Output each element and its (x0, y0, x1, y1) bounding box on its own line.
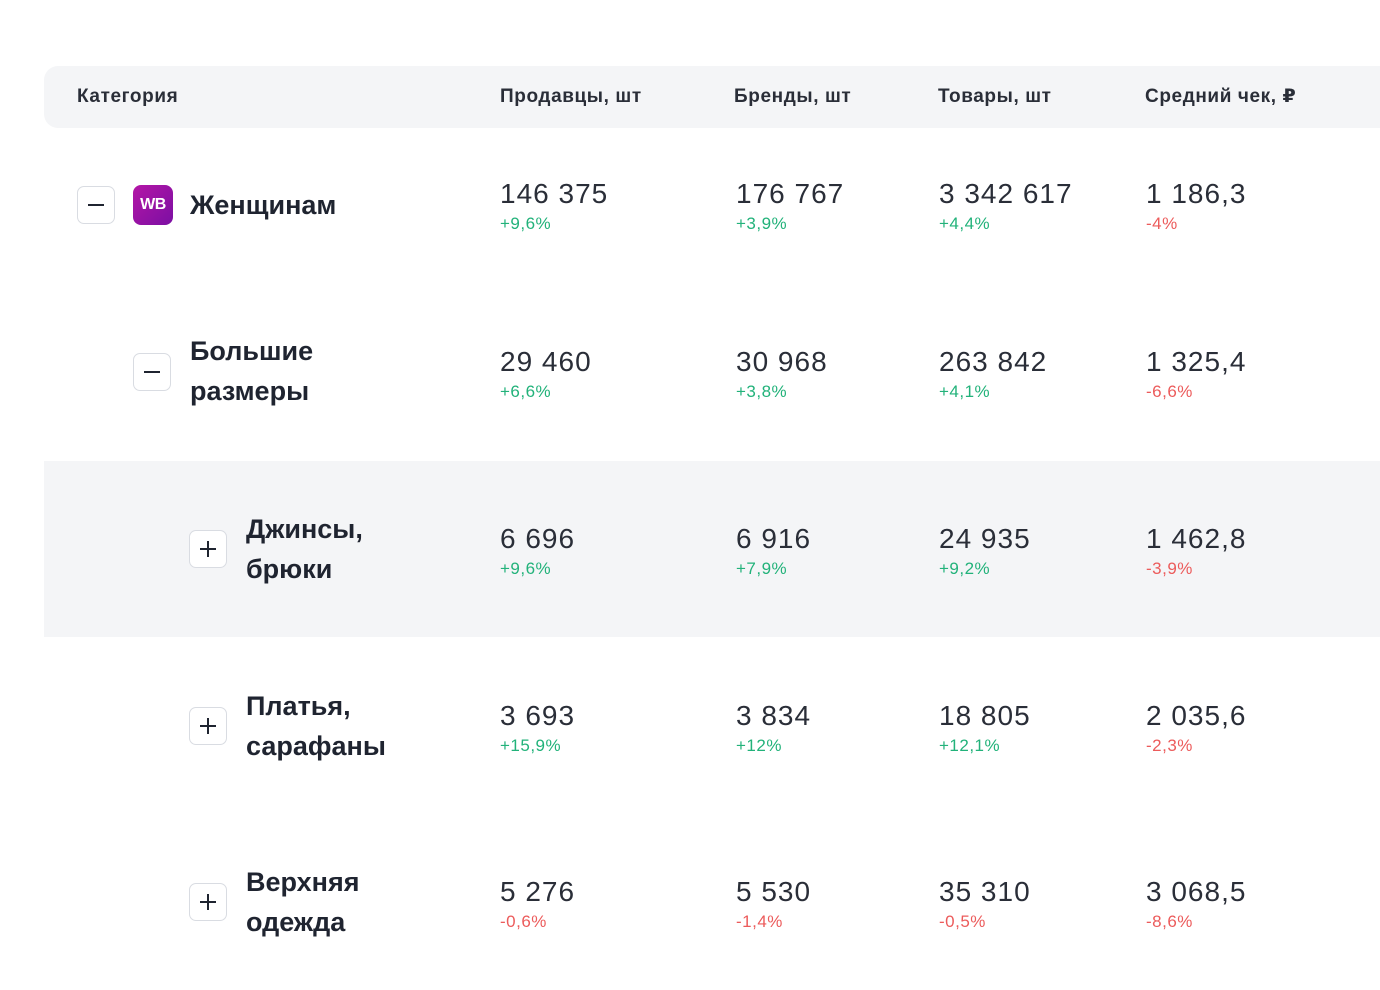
collapse-button[interactable] (77, 186, 115, 224)
category-name[interactable]: Большие размеры (190, 331, 430, 411)
expand-button[interactable] (189, 883, 227, 921)
sellers-delta: -0,6% (500, 912, 547, 931)
minus-icon (144, 371, 160, 373)
brands-value: 176 767 (736, 178, 845, 209)
avg-check-value: 1 325,4 (1146, 346, 1247, 377)
header-brands[interactable]: Бренды, шт (734, 86, 852, 107)
products-delta: -0,5% (939, 912, 986, 931)
table-row[interactable]: Большие размеры 29 460 +6,6% 30 968 +3,8… (44, 285, 1380, 461)
header-products[interactable]: Товары, шт (938, 86, 1052, 107)
products-value: 263 842 (939, 346, 1048, 377)
header-sellers[interactable]: Продавцы, шт (500, 86, 642, 107)
brands-delta: +7,9% (736, 559, 788, 578)
brands-delta: +3,9% (736, 214, 788, 233)
products-value: 18 805 (939, 700, 1031, 731)
avg-check-delta: -8,6% (1146, 912, 1193, 931)
sellers-delta: +9,6% (500, 559, 552, 578)
category-name[interactable]: Платья, сарафаны (246, 686, 486, 766)
category-name-line: Джинсы, (246, 514, 363, 544)
category-name-line: одежда (246, 907, 346, 937)
table-row[interactable]: Верхняя одежда 5 276 -0,6% 5 530 -1,4% 3… (44, 813, 1380, 989)
header-category[interactable]: Категория (77, 86, 179, 107)
brands-value: 3 834 (736, 700, 812, 731)
sellers-value: 6 696 (500, 523, 576, 554)
sellers-delta: +15,9% (500, 736, 562, 755)
products-value: 35 310 (939, 876, 1031, 907)
category-name-line: размеры (190, 376, 310, 406)
header-avg-check[interactable]: Средний чек, ₽ (1145, 86, 1297, 107)
expand-button[interactable] (189, 530, 227, 568)
minus-icon (88, 204, 104, 206)
products-value: 3 342 617 (939, 178, 1073, 209)
category-name[interactable]: Женщинам (190, 190, 337, 220)
avg-check-value: 3 068,5 (1146, 876, 1247, 907)
category-name-line: Большие (190, 336, 314, 366)
brands-delta: +12% (736, 736, 782, 755)
category-name[interactable]: Джинсы, брюки (246, 509, 486, 589)
sellers-delta: +9,6% (500, 214, 552, 233)
products-delta: +4,1% (939, 382, 991, 401)
sellers-delta: +6,6% (500, 382, 552, 401)
avg-check-value: 2 035,6 (1146, 700, 1247, 731)
avg-check-delta: -3,9% (1146, 559, 1193, 578)
brands-delta: -1,4% (736, 912, 783, 931)
products-delta: +9,2% (939, 559, 991, 578)
category-name-line: Платья, (246, 691, 351, 721)
products-delta: +4,4% (939, 214, 991, 233)
wb-logo: WB (133, 185, 173, 225)
brands-value: 30 968 (736, 346, 828, 377)
brands-value: 6 916 (736, 523, 812, 554)
sellers-value: 5 276 (500, 876, 576, 907)
category-name-line: Верхняя (246, 867, 360, 897)
avg-check-value: 1 186,3 (1146, 178, 1247, 209)
sellers-value: 3 693 (500, 700, 576, 731)
avg-check-delta: -6,6% (1146, 382, 1193, 401)
products-delta: +12,1% (939, 736, 1001, 755)
avg-check-delta: -2,3% (1146, 736, 1193, 755)
products-value: 24 935 (939, 523, 1031, 554)
table-row[interactable]: WB Женщинам 146 375 +9,6% 176 767 +3,9% … (44, 128, 1380, 285)
table-row[interactable]: Платья, сарафаны 3 693 +15,9% 3 834 +12%… (44, 637, 1380, 813)
avg-check-delta: -4% (1146, 214, 1178, 233)
sellers-value: 29 460 (500, 346, 592, 377)
category-table: Категория Продавцы, шт Бренды, шт Товары… (44, 66, 1380, 989)
avg-check-value: 1 462,8 (1146, 523, 1247, 554)
category-name-line: сарафаны (246, 731, 386, 761)
expand-button[interactable] (189, 707, 227, 745)
category-name[interactable]: Верхняя одежда (246, 862, 486, 942)
brands-delta: +3,8% (736, 382, 788, 401)
collapse-button[interactable] (133, 353, 171, 391)
brands-value: 5 530 (736, 876, 812, 907)
table-row[interactable]: Джинсы, брюки 6 696 +9,6% 6 916 +7,9% 24… (44, 461, 1380, 637)
category-name-line: брюки (246, 554, 333, 584)
table-header: Категория Продавцы, шт Бренды, шт Товары… (44, 66, 1380, 128)
sellers-value: 146 375 (500, 178, 609, 209)
